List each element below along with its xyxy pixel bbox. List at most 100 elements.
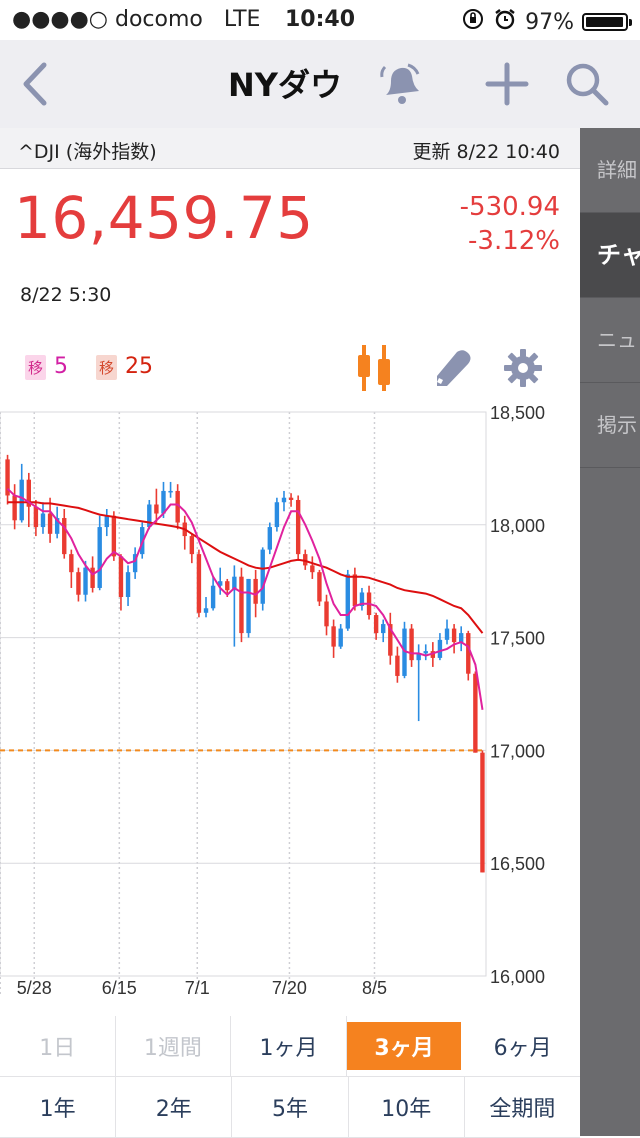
- candle-down: [239, 576, 244, 634]
- pen-icon: [437, 350, 471, 386]
- candle-up: [40, 513, 46, 528]
- candle-down: [324, 601, 329, 627]
- battery-icon: [582, 13, 632, 31]
- candle-down: [154, 504, 159, 514]
- candle-down: [303, 554, 308, 566]
- candle-up: [416, 653, 421, 661]
- candle-down: [395, 655, 400, 676]
- tab-board[interactable]: 掲示: [580, 383, 640, 468]
- candle-down: [409, 628, 414, 661]
- search-button[interactable]: [552, 40, 622, 128]
- ma-badge: 移: [96, 355, 118, 380]
- tab-news[interactable]: ニュ: [580, 298, 640, 383]
- plus-icon: [485, 62, 529, 106]
- candle-up: [359, 592, 365, 607]
- candle-up: [281, 497, 287, 503]
- candle-down: [12, 495, 17, 521]
- change-value: -530.94: [459, 192, 560, 222]
- ma-badge: 移: [25, 355, 47, 380]
- candle-down: [26, 479, 32, 507]
- candle-down: [253, 578, 258, 604]
- tab-details[interactable]: 詳細: [580, 128, 640, 213]
- chevron-left-icon: [23, 62, 47, 106]
- candle-down: [295, 499, 301, 555]
- clock: 10:40: [284, 7, 356, 32]
- candle-up: [267, 527, 273, 550]
- candle-up: [338, 628, 343, 647]
- chart-type-button[interactable]: [348, 340, 398, 396]
- candle-down: [331, 626, 336, 647]
- period-button[interactable]: 5年: [232, 1077, 349, 1137]
- section-tabs: 詳細 チャ ニュ 掲示: [580, 128, 640, 1136]
- candle-up: [97, 527, 102, 588]
- period-button[interactable]: 6ヶ月: [493, 1036, 552, 1061]
- candle-up: [210, 585, 216, 609]
- y-tick-label: 16,500: [490, 854, 545, 874]
- period-button[interactable]: 1日: [0, 1016, 116, 1076]
- x-tick-label: 5/28: [17, 978, 52, 998]
- candle-down: [352, 574, 358, 607]
- candle-up: [203, 608, 209, 613]
- candle-down: [317, 572, 322, 602]
- candle-up: [19, 479, 24, 521]
- network-label: LTE: [223, 7, 261, 32]
- candle-down: [373, 615, 379, 634]
- plot-area: [0, 411, 487, 977]
- candle-down: [288, 497, 294, 500]
- period-button[interactable]: 全期間: [489, 1097, 556, 1122]
- current-price: 16,459.75: [14, 184, 314, 252]
- y-tick-label: 18,000: [490, 516, 545, 536]
- candle-up: [147, 504, 152, 528]
- tab-chart[interactable]: チャ: [580, 213, 640, 298]
- rotation-lock-icon: [461, 7, 485, 37]
- add-button[interactable]: [472, 40, 542, 128]
- page-title: NYダウ: [228, 66, 342, 104]
- drawing-tool-button[interactable]: [428, 340, 478, 396]
- candlestick-chart[interactable]: 18,500 18,000 17,500 17,000 16,500 16,000 5/28…: [0, 404, 580, 1004]
- nav-bar: NYダウ: [0, 40, 640, 129]
- period-selector: 1日 1週間 1ヶ月 3ヶ月 6ヶ月 1年 2年 5年 10年 全期間: [0, 1016, 580, 1138]
- battery-level: [586, 17, 623, 27]
- change-percent: -3.12%: [468, 226, 560, 256]
- candle-up: [402, 628, 407, 676]
- candle-up: [83, 567, 88, 595]
- candle-up: [437, 639, 443, 658]
- x-tick-label: 8/5: [362, 978, 387, 998]
- candle-down: [175, 490, 180, 523]
- alert-button[interactable]: [364, 40, 434, 128]
- candle-up: [458, 633, 464, 643]
- period-button[interactable]: 1週間: [116, 1016, 232, 1076]
- candle-down: [430, 651, 436, 658]
- period-button[interactable]: 2年: [116, 1077, 233, 1137]
- period-button[interactable]: 1年: [0, 1077, 117, 1137]
- period-button[interactable]: 10年: [349, 1077, 465, 1137]
- candle-up: [232, 576, 237, 591]
- ma25-legend[interactable]: 移 25: [96, 354, 153, 380]
- candle-down: [473, 673, 478, 753]
- candle-down: [47, 513, 53, 534]
- settings-button[interactable]: [498, 340, 548, 396]
- bell-icon: [380, 63, 420, 104]
- candle-up: [246, 578, 251, 634]
- candle-up: [345, 574, 350, 629]
- candle-up: [161, 490, 166, 514]
- ma25-value: 25: [125, 354, 154, 379]
- battery-percent: 97%: [525, 9, 574, 35]
- period-button[interactable]: 1ヶ月: [231, 1016, 347, 1076]
- candle-down: [388, 624, 393, 656]
- candlestick-icon: [358, 345, 390, 391]
- symbol-info-bar: ^DJI (海外指数) 更新 8/22 10:40: [0, 128, 580, 169]
- x-tick-label: 6/15: [102, 978, 137, 998]
- candle-up: [423, 651, 428, 654]
- updated-time: 更新 8/22 10:40: [412, 141, 560, 163]
- ma5-value: 5: [54, 354, 69, 379]
- candle-up: [274, 502, 280, 528]
- y-tick-label: 17,500: [490, 629, 545, 649]
- candle-up: [54, 518, 60, 534]
- price-date: 8/22 5:30: [20, 284, 112, 306]
- back-button[interactable]: [0, 40, 70, 128]
- candle-up: [260, 549, 265, 604]
- period-button[interactable]: 3ヶ月: [346, 1022, 462, 1070]
- candle-down: [310, 565, 315, 573]
